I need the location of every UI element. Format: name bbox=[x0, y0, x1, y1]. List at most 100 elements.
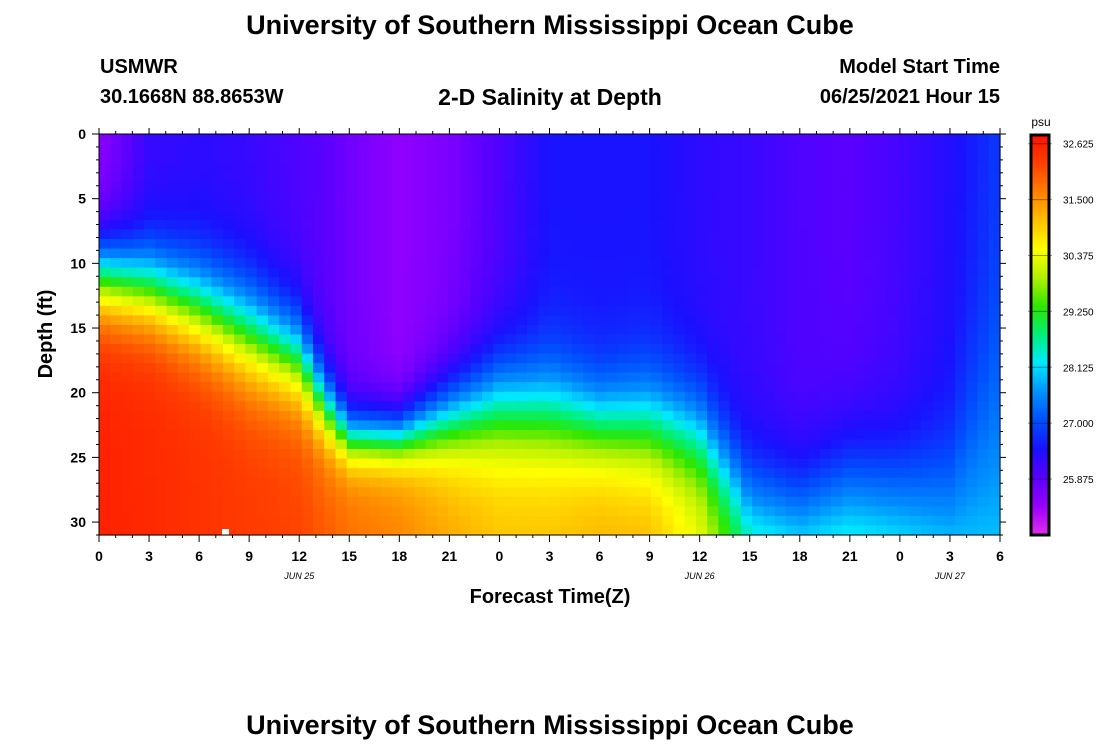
heatmap-cell bbox=[966, 134, 979, 145]
heatmap-cell bbox=[301, 410, 314, 422]
heatmap-cell bbox=[729, 353, 742, 364]
heatmap-cell bbox=[132, 449, 145, 460]
heatmap-cell bbox=[369, 420, 382, 431]
heatmap-cell bbox=[121, 410, 134, 422]
heatmap-cell bbox=[526, 420, 539, 431]
heatmap-cell bbox=[391, 286, 404, 297]
heatmap-cell bbox=[718, 391, 731, 402]
heatmap-cell bbox=[144, 277, 156, 288]
heatmap-cell bbox=[740, 162, 753, 173]
heatmap-cell bbox=[752, 172, 765, 183]
heatmap-cell bbox=[909, 401, 922, 412]
heatmap-cell bbox=[256, 143, 269, 154]
heatmap-cell bbox=[628, 458, 641, 469]
heatmap-cell bbox=[459, 487, 472, 498]
heatmap-cell bbox=[526, 162, 539, 173]
heatmap-cell bbox=[887, 439, 900, 450]
heatmap-cell bbox=[335, 468, 348, 479]
heatmap-cell bbox=[988, 200, 1001, 211]
heatmap-cell bbox=[752, 277, 765, 288]
heatmap-cell bbox=[279, 410, 292, 422]
heatmap-cell bbox=[909, 391, 922, 402]
heatmap-cell bbox=[312, 468, 325, 479]
heatmap-cell bbox=[876, 181, 888, 192]
heatmap-cell bbox=[605, 324, 618, 336]
heatmap-cell bbox=[797, 420, 810, 431]
heatmap-cell bbox=[234, 324, 247, 336]
heatmap-cell bbox=[234, 153, 247, 164]
heatmap-cell bbox=[808, 239, 821, 250]
heatmap-cell bbox=[752, 239, 765, 250]
heatmap-cell bbox=[166, 181, 179, 192]
heatmap-cell bbox=[448, 391, 460, 402]
heatmap-cell bbox=[358, 210, 370, 221]
heatmap-cell bbox=[144, 382, 156, 393]
heatmap-cell bbox=[684, 239, 697, 250]
heatmap-cell bbox=[538, 477, 551, 488]
heatmap-cell bbox=[887, 515, 900, 527]
heatmap-cell bbox=[267, 277, 280, 288]
heatmap-cell bbox=[560, 172, 573, 183]
heatmap-cell bbox=[245, 363, 258, 374]
heatmap-cell bbox=[729, 153, 742, 164]
heatmap-cell bbox=[267, 267, 280, 278]
heatmap-cell bbox=[515, 181, 528, 192]
heatmap-cell bbox=[301, 324, 314, 336]
heatmap-cell bbox=[312, 477, 325, 488]
heatmap-cell bbox=[786, 382, 798, 393]
heatmap-cell bbox=[470, 286, 483, 297]
heatmap-cell bbox=[864, 506, 877, 517]
heatmap-cell bbox=[189, 391, 201, 402]
heatmap-cell bbox=[572, 258, 584, 269]
heatmap-cell bbox=[808, 200, 821, 211]
heatmap-cell bbox=[898, 439, 911, 450]
heatmap-cell bbox=[752, 315, 765, 326]
heatmap-cell bbox=[921, 267, 934, 278]
heatmap-cell bbox=[155, 277, 168, 288]
heatmap-cell bbox=[211, 487, 224, 498]
heatmap-cell bbox=[211, 429, 224, 441]
heatmap-cell bbox=[763, 315, 776, 326]
heatmap-cell bbox=[301, 153, 314, 164]
heatmap-cell bbox=[369, 162, 382, 173]
heatmap-cell bbox=[549, 429, 562, 441]
heatmap-cell bbox=[853, 258, 866, 269]
heatmap-cell bbox=[864, 134, 877, 145]
heatmap-cell bbox=[312, 525, 325, 536]
heatmap-cell bbox=[189, 363, 201, 374]
heatmap-cell bbox=[481, 496, 494, 507]
heatmap-cell bbox=[752, 248, 765, 259]
heatmap-cell bbox=[166, 315, 179, 326]
heatmap-cell bbox=[740, 344, 753, 355]
heatmap-cell bbox=[222, 143, 235, 154]
heatmap-cell bbox=[662, 458, 674, 469]
heatmap-cell bbox=[301, 267, 314, 278]
heatmap-cell bbox=[448, 515, 460, 527]
missing-data-marker bbox=[222, 529, 229, 535]
heatmap-cell bbox=[763, 515, 776, 527]
heatmap-cell bbox=[752, 219, 765, 231]
heatmap-cell bbox=[572, 344, 584, 355]
heatmap-cell bbox=[459, 439, 472, 450]
heatmap-cell bbox=[639, 363, 652, 374]
heatmap-cell bbox=[819, 525, 832, 536]
heatmap-cell bbox=[538, 439, 551, 450]
heatmap-cell bbox=[99, 229, 111, 240]
heatmap-cell bbox=[234, 162, 247, 173]
heatmap-cell bbox=[346, 477, 359, 488]
heatmap-cell bbox=[560, 468, 573, 479]
heatmap-cell bbox=[740, 420, 753, 431]
heatmap-cell bbox=[481, 391, 494, 402]
heatmap-cell bbox=[695, 344, 708, 355]
heatmap-cell bbox=[628, 363, 641, 374]
heatmap-cell bbox=[301, 515, 314, 527]
heatmap-cell bbox=[662, 162, 674, 173]
heatmap-cell bbox=[864, 277, 877, 288]
heatmap-cell bbox=[481, 477, 494, 488]
heatmap-cell bbox=[538, 391, 551, 402]
heatmap-cell bbox=[628, 277, 641, 288]
heatmap-cell bbox=[515, 153, 528, 164]
heatmap-cell bbox=[414, 210, 427, 221]
heatmap-cell bbox=[267, 134, 280, 145]
heatmap-cell bbox=[211, 324, 224, 336]
